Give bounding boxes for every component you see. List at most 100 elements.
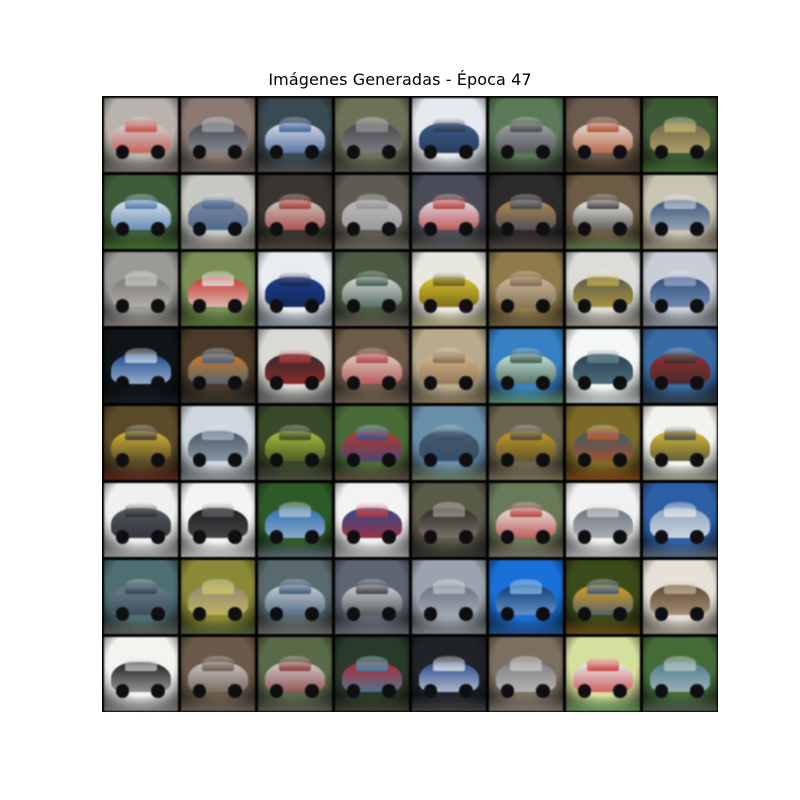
generated-image-tile [258, 175, 332, 249]
car-cabin [124, 271, 158, 287]
car-wheel [305, 607, 319, 621]
generated-image-tile [258, 329, 332, 403]
generated-image-tile [566, 175, 640, 249]
car-cabin [663, 425, 697, 441]
generated-image-tile [412, 98, 486, 172]
car-wheel [613, 607, 627, 621]
car-wheel [269, 684, 284, 698]
car-wheel [577, 222, 592, 236]
car-cabin [509, 502, 543, 518]
car-cabin [509, 579, 543, 595]
car-wheel [577, 530, 592, 544]
car-wheel [115, 684, 130, 698]
generated-image-tile [566, 483, 640, 557]
car-wheel [382, 684, 396, 698]
tile-ground [181, 617, 255, 634]
car-cabin [278, 117, 312, 133]
car-cabin [124, 656, 158, 672]
tile-ground [104, 232, 178, 249]
generated-image-tile [104, 406, 178, 480]
car-cabin [663, 579, 697, 595]
car-cabin [432, 194, 466, 210]
car-wheel [577, 684, 592, 698]
car-cabin [124, 194, 158, 210]
tile-ground [643, 694, 717, 711]
car-cabin [355, 502, 389, 518]
car-wheel [500, 299, 515, 313]
car-wheel [269, 299, 284, 313]
car-wheel [459, 530, 473, 544]
tile-ground [335, 617, 409, 634]
generated-image-tile [181, 175, 255, 249]
car-wheel [423, 684, 438, 698]
car-wheel [151, 684, 165, 698]
car-wheel [459, 299, 473, 313]
car-cabin [201, 271, 235, 287]
car-cabin [586, 425, 620, 441]
tile-ground [489, 463, 563, 480]
tile-ground [181, 694, 255, 711]
tile-ground [643, 463, 717, 480]
car-cabin [278, 348, 312, 364]
tile-ground [104, 617, 178, 634]
car-cabin [278, 656, 312, 672]
car-cabin [201, 348, 235, 364]
generated-image-tile [104, 637, 178, 711]
tile-ground [104, 463, 178, 480]
car-cabin [124, 579, 158, 595]
car-wheel [305, 222, 319, 236]
car-wheel [269, 607, 284, 621]
generated-image-tile [643, 483, 717, 557]
car-wheel [500, 453, 515, 467]
tile-ground [258, 540, 332, 557]
car-cabin [586, 348, 620, 364]
generated-image-tile [181, 98, 255, 172]
generated-image-tile [181, 329, 255, 403]
generated-image-tile [104, 329, 178, 403]
car-wheel [536, 607, 550, 621]
car-wheel [500, 222, 515, 236]
car-wheel [500, 607, 515, 621]
tile-ground [335, 694, 409, 711]
car-wheel [115, 299, 130, 313]
tile-ground [258, 694, 332, 711]
car-cabin [432, 579, 466, 595]
car-wheel [690, 684, 704, 698]
car-wheel [346, 684, 361, 698]
generated-image-tile [412, 252, 486, 326]
car-wheel [690, 453, 704, 467]
tile-ground [412, 617, 486, 634]
generated-image-tile [489, 98, 563, 172]
car-cabin [432, 117, 466, 133]
car-wheel [459, 453, 473, 467]
tile-ground [335, 309, 409, 326]
generated-image-tile [489, 560, 563, 634]
tile-ground [489, 309, 563, 326]
tile-ground [258, 386, 332, 403]
generated-image-tile [566, 560, 640, 634]
tile-ground [258, 617, 332, 634]
car-cabin [355, 656, 389, 672]
car-wheel [423, 145, 438, 159]
car-wheel [577, 376, 592, 390]
generated-image-tile [566, 406, 640, 480]
tile-ground [412, 155, 486, 172]
car-wheel [536, 453, 550, 467]
car-cabin [509, 656, 543, 672]
car-wheel [613, 376, 627, 390]
car-cabin [663, 117, 697, 133]
car-wheel [423, 530, 438, 544]
tile-ground [335, 155, 409, 172]
tile-ground [412, 694, 486, 711]
car-wheel [459, 376, 473, 390]
generated-image-tile [412, 637, 486, 711]
car-wheel [423, 607, 438, 621]
tile-ground [566, 463, 640, 480]
car-wheel [536, 299, 550, 313]
generated-image-tile [643, 406, 717, 480]
tile-ground [489, 617, 563, 634]
car-cabin [586, 271, 620, 287]
tile-ground [335, 386, 409, 403]
generated-image-tile [181, 406, 255, 480]
generated-image-tile [335, 329, 409, 403]
